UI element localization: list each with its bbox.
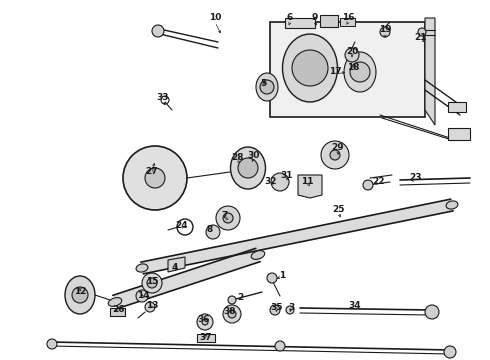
Text: 8: 8 [207,225,213,234]
Text: 23: 23 [409,174,421,183]
Circle shape [202,319,208,325]
Circle shape [260,80,274,94]
Ellipse shape [283,34,338,102]
Circle shape [147,278,157,288]
Text: 2: 2 [237,293,243,302]
Text: 9: 9 [312,13,318,22]
Text: 26: 26 [112,306,124,315]
Circle shape [286,306,294,314]
Ellipse shape [344,52,376,92]
Circle shape [123,146,187,210]
Circle shape [145,168,165,188]
Bar [110,308,125,316]
Text: 27: 27 [146,167,158,176]
Text: 22: 22 [372,177,384,186]
Ellipse shape [65,276,95,314]
Text: 7: 7 [222,211,228,220]
Text: 25: 25 [332,206,344,215]
Circle shape [228,296,236,304]
Circle shape [228,310,236,318]
Circle shape [330,150,340,160]
Text: 29: 29 [332,144,344,153]
Text: 12: 12 [74,288,86,297]
Text: 14: 14 [137,292,149,301]
Bar [197,334,215,342]
Ellipse shape [446,201,458,209]
Text: 16: 16 [342,13,354,22]
Text: 24: 24 [176,220,188,230]
Text: 31: 31 [281,171,293,180]
Text: 21: 21 [414,33,426,42]
Circle shape [271,173,289,191]
Text: 19: 19 [379,26,392,35]
Text: 37: 37 [200,333,212,342]
Circle shape [275,341,285,351]
Text: 32: 32 [265,177,277,186]
Text: 33: 33 [157,94,169,103]
Text: 28: 28 [231,153,243,162]
Bar [320,15,338,27]
Bar [285,18,315,28]
Text: 20: 20 [346,48,358,57]
Polygon shape [113,248,260,309]
Circle shape [321,141,349,169]
Circle shape [270,305,280,315]
Text: 10: 10 [209,13,221,22]
Circle shape [152,25,164,37]
Text: 4: 4 [172,264,178,273]
Text: 11: 11 [301,177,313,186]
Text: 18: 18 [347,63,359,72]
Circle shape [425,305,439,319]
Circle shape [238,158,258,178]
Text: 34: 34 [349,302,361,310]
Circle shape [380,27,390,37]
Text: 30: 30 [248,150,260,159]
Circle shape [47,339,57,349]
Polygon shape [168,257,185,272]
Circle shape [444,346,456,358]
Polygon shape [298,175,322,198]
Bar [270,22,425,117]
Circle shape [223,213,233,223]
Circle shape [216,206,240,230]
Ellipse shape [230,147,266,189]
Circle shape [292,50,328,86]
Circle shape [72,287,88,303]
Text: 5: 5 [260,80,266,89]
Circle shape [267,273,277,283]
Ellipse shape [256,73,278,101]
Circle shape [206,225,220,239]
Circle shape [350,62,370,82]
Text: 35: 35 [271,303,283,312]
Circle shape [223,305,241,323]
Ellipse shape [136,264,148,272]
Text: 1: 1 [279,271,285,280]
Ellipse shape [108,298,122,306]
Bar [340,18,355,26]
Polygon shape [141,199,453,274]
Circle shape [136,290,148,302]
Polygon shape [425,18,435,125]
Bar [448,128,470,140]
Text: 17: 17 [329,68,342,77]
Ellipse shape [251,251,265,260]
Bar [448,102,466,112]
Text: 13: 13 [146,302,158,310]
Text: 15: 15 [146,278,158,287]
Circle shape [145,302,155,312]
Text: 38: 38 [224,307,236,316]
Circle shape [418,28,426,36]
Circle shape [363,180,373,190]
Circle shape [197,314,213,330]
Text: 6: 6 [287,13,293,22]
Text: 36: 36 [198,315,210,324]
Circle shape [142,273,162,293]
Text: 3: 3 [288,303,294,312]
Circle shape [345,48,359,62]
